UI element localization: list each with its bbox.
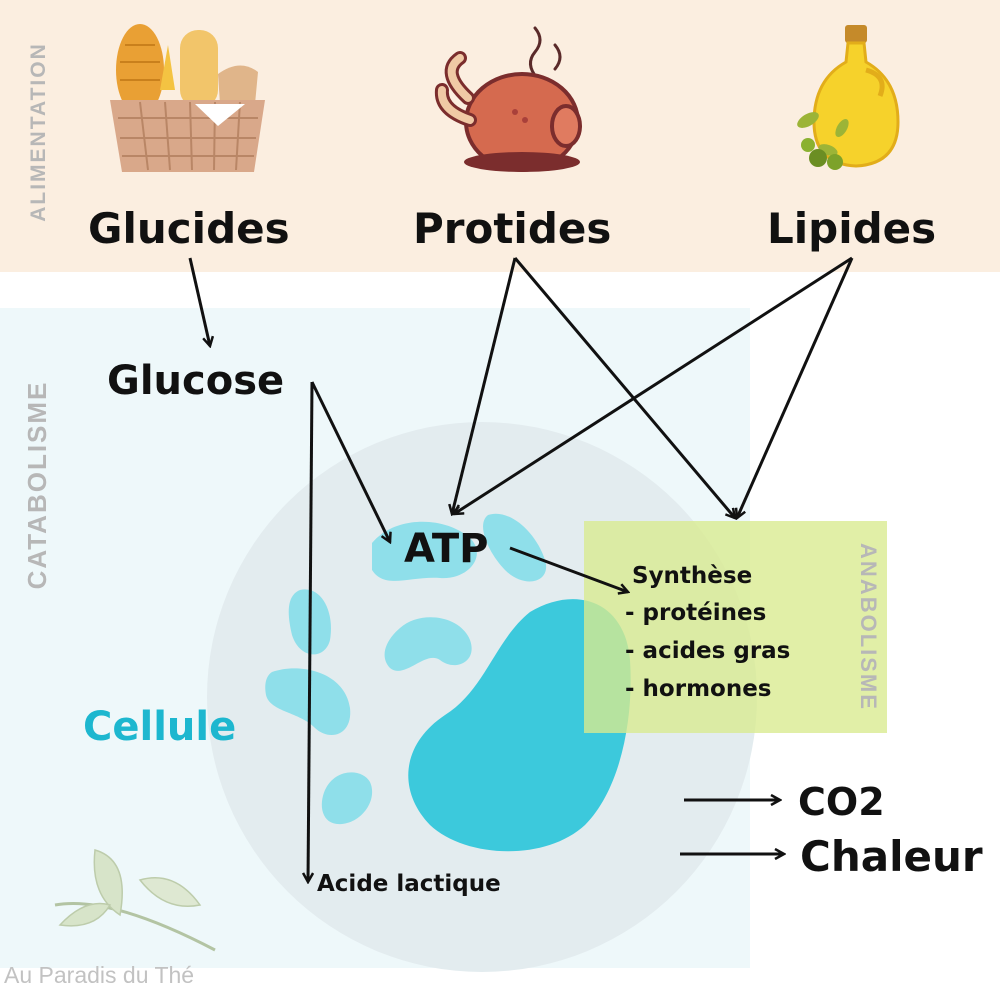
arrow-glucides-glucose: [188, 257, 210, 346]
synthese-item-proteines: - protéines: [625, 600, 767, 626]
arrow-glucose-acide-lactique: [308, 381, 312, 882]
catabolisme-section-label: CATABOLISME: [22, 380, 52, 590]
anabolisme-section-label: ANABOLISME: [856, 543, 881, 711]
organelle: [483, 513, 547, 582]
synthese-item-acides-gras: - acides gras: [625, 638, 791, 664]
protides-label: Protides: [413, 204, 612, 253]
atp-label: ATP: [404, 526, 489, 572]
organelle: [321, 772, 373, 825]
arrow-glucose-atp: [310, 381, 390, 542]
acide-lactique-label: Acide lactique: [317, 871, 501, 897]
synthese-title: Synthèse: [632, 563, 753, 589]
co2-label: CO2: [798, 780, 885, 824]
synthese-item-hormones: - hormones: [625, 676, 772, 702]
chaleur-label: Chaleur: [800, 832, 983, 881]
watermark-text: Au Paradis du Thé: [4, 962, 195, 988]
bread-basket-icon: [110, 24, 265, 172]
tea-leaf-icon: [54, 849, 216, 952]
glucose-label: Glucose: [107, 358, 285, 404]
organelle: [372, 521, 477, 581]
alimentation-section-label: ALIMENTATION: [27, 42, 50, 222]
organelle: [384, 617, 472, 671]
cell-nucleus: [408, 599, 631, 852]
roast-chicken-icon: [434, 26, 582, 172]
arrow-protides-synthese: [513, 257, 735, 518]
organelle: [265, 668, 351, 736]
glucides-label: Glucides: [88, 204, 290, 253]
cellule-label: Cellule: [83, 704, 237, 750]
arrow-lipides-atp: [454, 256, 853, 514]
arrow-atp-synthese: [509, 546, 628, 592]
arrow-protides-atp: [452, 257, 517, 514]
anabolisme-box: [584, 521, 887, 733]
lipides-label: Lipides: [767, 204, 937, 253]
olive-oil-icon: [797, 25, 900, 170]
arrow-lipides-synthese: [737, 257, 854, 518]
